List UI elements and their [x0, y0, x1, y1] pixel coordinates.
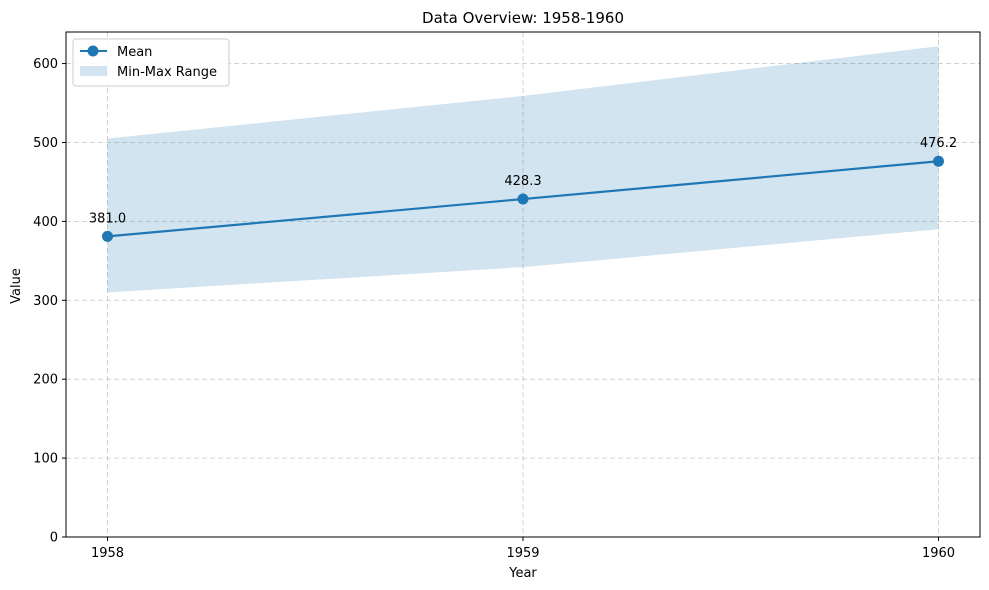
x-axis-label: Year	[508, 566, 537, 581]
data-label: 428.3	[504, 174, 541, 189]
y-tick-label: 600	[33, 57, 58, 72]
y-tick-label: 100	[33, 452, 58, 467]
series-layer	[102, 155, 944, 242]
data-label: 381.0	[89, 211, 126, 226]
y-tick-label: 200	[33, 373, 58, 388]
mean-point	[102, 230, 113, 242]
x-tick-label: 1959	[506, 546, 539, 561]
legend-range-label: Min-Max Range	[117, 65, 217, 80]
x-tick-label: 1958	[91, 546, 124, 561]
tick-layer: 0 100 200 300 400 500 600 1958 1959 1960	[33, 57, 955, 561]
min-max-range-band	[107, 46, 939, 293]
mean-point	[933, 155, 944, 167]
chart-title: Data Overview: 1958-1960	[422, 9, 624, 27]
legend-range-swatch	[80, 66, 107, 76]
legend-mean-label: Mean	[117, 45, 152, 60]
y-axis-label: Value	[9, 268, 24, 304]
data-label-layer: 381.0 428.3 476.2	[89, 136, 957, 226]
legend-mean-marker	[87, 45, 99, 57]
x-tick-label: 1960	[922, 546, 955, 561]
mean-point	[517, 193, 529, 205]
y-tick-label: 400	[33, 215, 58, 230]
legend-box	[72, 38, 230, 87]
data-label: 476.2	[920, 136, 957, 151]
min-max-band-layer	[107, 46, 939, 293]
legend: Mean Min-Max Range	[72, 38, 230, 87]
y-tick-label: 0	[50, 531, 58, 546]
y-tick-label: 500	[33, 136, 58, 151]
y-tick-label: 300	[33, 294, 58, 309]
